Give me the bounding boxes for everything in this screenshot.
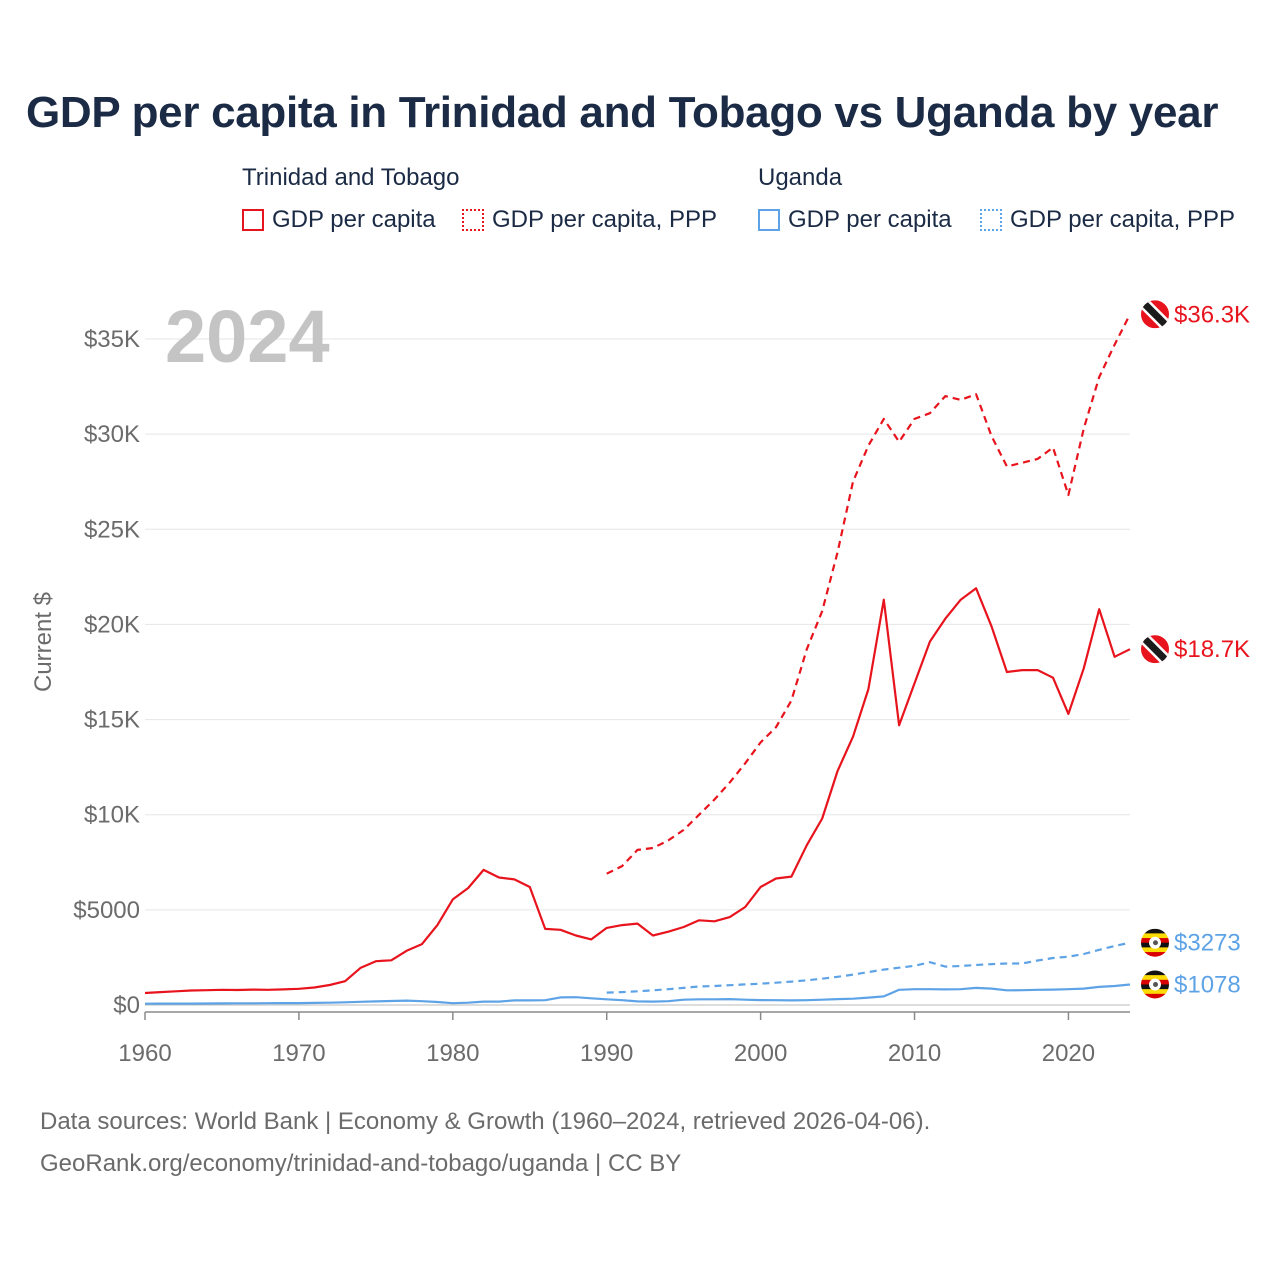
- series-line[interactable]: [606, 313, 1131, 875]
- legend-item-ug-gdp[interactable]: GDP per capita: [758, 206, 952, 234]
- year-watermark: 2024: [165, 295, 330, 378]
- footer-sources: Data sources: World Bank | Economy & Gro…: [40, 1108, 931, 1135]
- uganda-flag-icon: [1141, 970, 1169, 999]
- x-tick-label: 1960: [118, 1040, 171, 1067]
- series-end-label: $18.7K: [1174, 636, 1250, 663]
- legend-item-tt-gdp[interactable]: GDP per capita: [242, 206, 436, 234]
- series-end-label: $36.3K: [1174, 301, 1250, 328]
- series-end-label: $1078: [1174, 971, 1241, 998]
- x-tick-label: 1970: [272, 1040, 325, 1067]
- y-tick-label: $0: [113, 992, 140, 1019]
- uganda-flag-icon: [1141, 928, 1169, 957]
- trinidad-and-tobago-flag-icon: [1141, 635, 1169, 664]
- y-tick-label: $5000: [73, 897, 140, 924]
- legend-swatch-solid-icon: [242, 209, 264, 231]
- series-line[interactable]: [144, 983, 1131, 1005]
- legend-label: GDP per capita: [788, 206, 952, 233]
- x-tick-label: 1990: [580, 1040, 633, 1067]
- chart-title: GDP per capita in Trinidad and Tobago vs…: [26, 88, 1219, 137]
- legend-country-name: Trinidad and Tobago: [242, 164, 460, 191]
- trinidad-and-tobago-flag-icon: [1141, 300, 1169, 329]
- y-tick-label: $30K: [84, 421, 140, 448]
- x-tick-label: 2010: [888, 1040, 941, 1067]
- legend-country-name: Uganda: [758, 164, 843, 191]
- legend-swatch-solid-icon: [758, 209, 780, 231]
- end-labels: $36.3K $18.7K $3273 $1078: [1141, 300, 1250, 999]
- legend-label: GDP per capita, PPP: [1010, 206, 1235, 233]
- series-lines: [144, 313, 1131, 1005]
- legend-item-ug-gdp-ppp[interactable]: GDP per capita, PPP: [980, 206, 1235, 234]
- y-tick-label: $15K: [84, 707, 140, 734]
- legend-swatch-dotted-icon: [980, 209, 1002, 231]
- y-tick-label: $10K: [84, 802, 140, 829]
- legend-label: GDP per capita: [272, 206, 436, 233]
- series-end-label: $3273: [1174, 930, 1241, 957]
- x-tick-label: 1980: [426, 1040, 479, 1067]
- footer-attribution: GeoRank.org/economy/trinidad-and-tobago/…: [40, 1150, 682, 1177]
- y-tick-label: $25K: [84, 516, 140, 543]
- legend-swatch-dotted-icon: [462, 209, 484, 231]
- axes: $0 $5000 $10K $15K $20K $25K $30K $35K 1960 1970 1…: [30, 326, 1130, 1067]
- legend-label: GDP per capita, PPP: [492, 206, 717, 233]
- x-tick-label: 2000: [734, 1040, 787, 1067]
- gridlines: [145, 338, 1130, 1006]
- y-tick-label: $35K: [84, 326, 140, 353]
- x-tick-label: 2020: [1042, 1040, 1095, 1067]
- legend-item-tt-gdp-ppp[interactable]: GDP per capita, PPP: [462, 206, 717, 234]
- series-line[interactable]: [606, 941, 1131, 994]
- y-axis-title: Current $: [30, 592, 57, 692]
- y-tick-label: $20K: [84, 611, 140, 638]
- series-line[interactable]: [144, 587, 1131, 995]
